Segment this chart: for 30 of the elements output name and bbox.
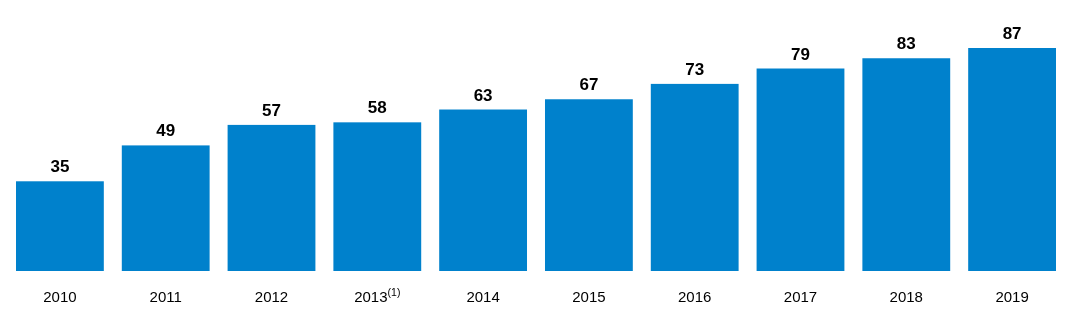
data-label: 79 [791, 44, 810, 64]
bar [756, 68, 845, 271]
bar [333, 122, 422, 271]
x-tick-label: 2014 [466, 288, 500, 305]
x-tick-label: 2011 [149, 288, 182, 305]
bar [227, 124, 316, 271]
data-label: 49 [156, 121, 176, 141]
x-tick-label: 2010 [43, 288, 77, 305]
data-label: 58 [367, 98, 387, 118]
data-label: 87 [1002, 24, 1022, 43]
data-label: 35 [50, 157, 70, 177]
bar [862, 58, 951, 271]
bar [121, 145, 210, 271]
x-tick-label: 2015 [572, 288, 606, 305]
x-tick-label: 2013$^{(1)}$ [354, 286, 401, 305]
x-tick-label: 2019 [995, 288, 1029, 305]
x-tick-label: 2018 [889, 288, 923, 305]
data-label: 63 [473, 85, 493, 105]
x-tick-label: 2016 [678, 288, 712, 305]
x-tick-label: 2012 [254, 288, 289, 305]
bar [16, 181, 104, 271]
bar [544, 99, 633, 271]
data-label: 83 [896, 34, 916, 54]
data-label: 67 [579, 75, 599, 95]
x-tick-label: 2017 [783, 288, 818, 305]
bar [968, 48, 1056, 271]
data-label: 73 [685, 59, 705, 79]
bar [650, 83, 739, 271]
bar [439, 109, 528, 271]
data-label: 57 [262, 100, 281, 120]
